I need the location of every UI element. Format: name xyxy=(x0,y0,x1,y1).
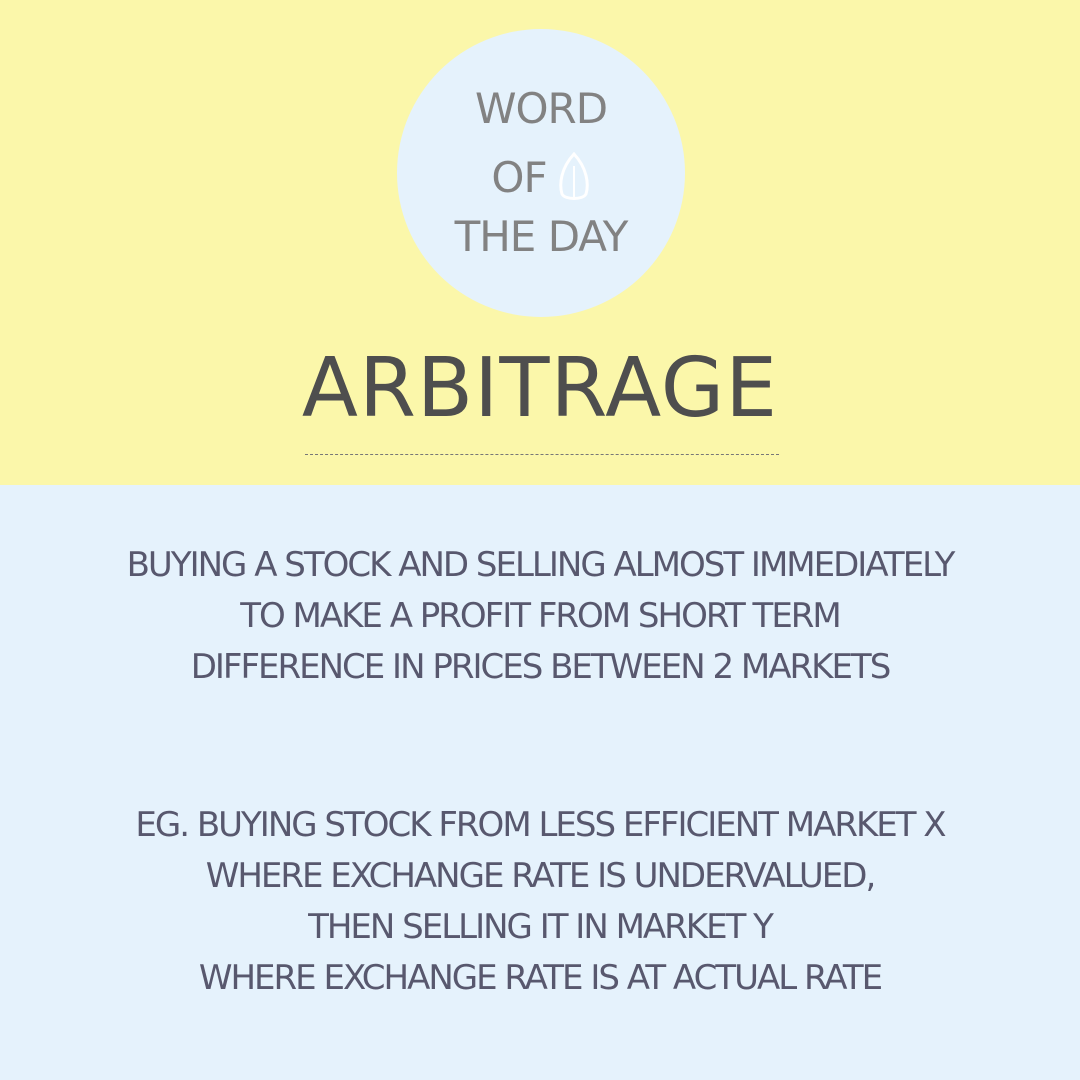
definition-line: DIFFERENCE IN PRICES BETWEEN 2 MARKETS xyxy=(190,647,892,687)
dashed-divider xyxy=(305,454,779,455)
example-line: THEN SELLING IT IN MARKET Y xyxy=(308,907,774,947)
example-line: WHERE EXCHANGE RATE IS AT ACTUAL RATE xyxy=(198,958,883,998)
definition-text: BUYING A STOCK AND SELLING ALMOST IMMEDI… xyxy=(40,540,1040,693)
badge-line-word: WORD xyxy=(474,84,608,133)
example-text: EG. BUYING STOCK FROM LESS EFFICIENT MAR… xyxy=(40,800,1040,1004)
example-line: EG. BUYING STOCK FROM LESS EFFICIENT MAR… xyxy=(135,805,946,845)
definition-line: TO MAKE A PROFIT FROM SHORT TERM xyxy=(240,596,842,636)
definition-line: BUYING A STOCK AND SELLING ALMOST IMMEDI… xyxy=(126,545,956,585)
badge-line-of-text: OF xyxy=(491,153,547,202)
word-of-the-day-badge: WORD OF THE DAY xyxy=(397,29,685,317)
page-title: ARBITRAGE xyxy=(301,341,779,436)
badge-line-of: OF xyxy=(397,151,685,209)
example-line: WHERE EXCHANGE RATE IS UNDERVALUED, xyxy=(205,856,877,896)
leaf-icon xyxy=(557,151,591,209)
badge-line-the-day: THE DAY xyxy=(454,212,629,261)
bottom-background xyxy=(0,485,1080,1080)
